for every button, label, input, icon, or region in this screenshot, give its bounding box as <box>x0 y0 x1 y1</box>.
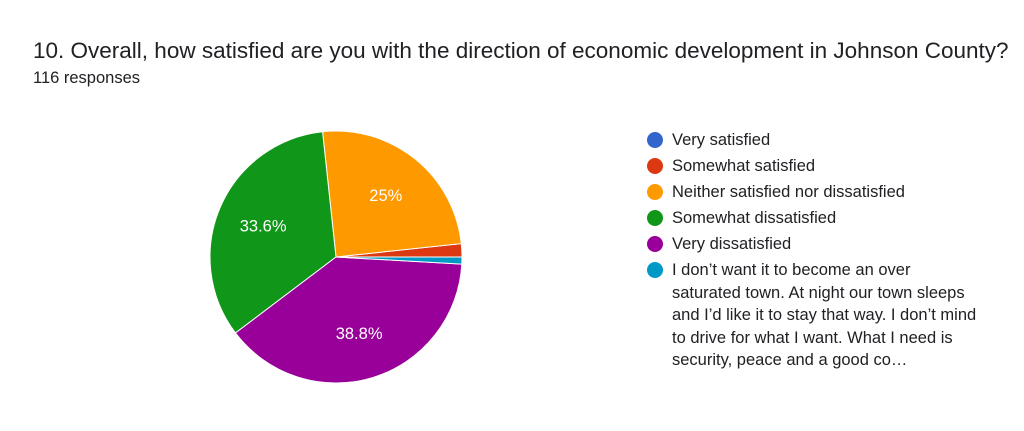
legend-label: Neither satisfied nor dissatisfied <box>672 183 905 201</box>
legend-item-somewhat-satisfied[interactable]: Somewhat satisfied <box>647 155 977 177</box>
pie-slice-neither[interactable] <box>322 130 462 258</box>
legend-item-neither[interactable]: Neither satisfied nor dissatisfied <box>647 181 977 203</box>
legend-label: Very satisfied <box>672 131 771 149</box>
legend-item-other-response[interactable]: I don’t want it to become an over satura… <box>647 259 977 372</box>
legend-label: Very dissatisfied <box>672 235 792 253</box>
legend-label: Somewhat dissatisfied <box>672 209 837 227</box>
pie-slice-very-dissatisfied[interactable] <box>234 256 463 384</box>
legend-item-very-satisfied[interactable]: Very satisfied <box>647 129 977 151</box>
chart-legend: Very satisfied Somewhat satisfied Neithe… <box>647 129 977 376</box>
legend-swatch <box>647 184 663 200</box>
legend-swatch <box>647 236 663 252</box>
data-label-neither: 25% <box>369 187 402 205</box>
pie-slice-other-response[interactable] <box>335 256 463 265</box>
legend-swatch <box>647 262 663 278</box>
legend-item-somewhat-dissatisfied[interactable]: Somewhat dissatisfied <box>647 207 977 229</box>
legend-swatch <box>647 158 663 174</box>
legend-swatch <box>647 132 663 148</box>
pie-slice-somewhat-dissatisfied[interactable] <box>209 131 337 334</box>
data-label-very-dissatisfied: 38.8% <box>336 325 383 343</box>
response-count: 116 responses <box>33 69 141 87</box>
question-title: 10. Overall, how satisfied are you with … <box>33 38 1009 63</box>
legend-label: I don’t want it to become an over satura… <box>672 261 977 369</box>
legend-item-very-dissatisfied[interactable]: Very dissatisfied <box>647 233 977 255</box>
legend-label: Somewhat satisfied <box>672 157 816 175</box>
legend-swatch <box>647 210 663 226</box>
data-label-somewhat-dissatisfied: 33.6% <box>240 217 287 235</box>
